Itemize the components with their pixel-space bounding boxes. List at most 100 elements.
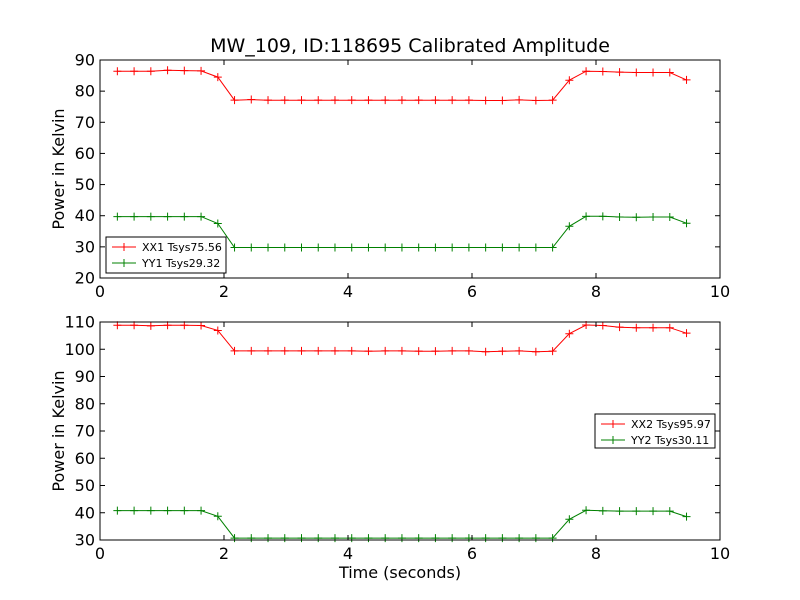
data-point-marker [314, 346, 323, 355]
data-point-marker [515, 534, 524, 543]
data-point-marker [113, 67, 122, 76]
data-point-marker [531, 347, 540, 356]
legend: XX2 Tsys95.97 YY2 Tsys30.11 [594, 413, 716, 449]
data-point-marker [381, 243, 390, 252]
data-point-marker [632, 507, 641, 516]
data-point-marker [682, 512, 691, 521]
x-axis-label: Time (seconds) [338, 563, 461, 582]
data-point-marker [582, 212, 591, 221]
data-point-marker [464, 346, 473, 355]
data-point-marker [347, 243, 356, 252]
figure-title: MW_109, ID:118695 Calibrated Amplitude [210, 35, 610, 57]
data-point-marker [197, 321, 206, 330]
data-point-marker [615, 68, 624, 77]
legend-entry-label: YY1 Tsys29.32 [141, 257, 220, 270]
data-point-marker [414, 243, 423, 252]
data-point-marker [598, 212, 607, 221]
legend-marker [609, 420, 617, 428]
x-tick-label: 4 [343, 282, 353, 301]
data-point-marker [180, 321, 189, 330]
legend-marker [120, 259, 128, 267]
data-point-marker [264, 346, 273, 355]
data-point-marker [297, 243, 306, 252]
data-point-marker [163, 506, 172, 515]
data-point-marker [498, 96, 507, 105]
plot-frame [99, 59, 721, 279]
data-point-marker [431, 243, 440, 252]
data-point-marker [330, 534, 339, 543]
data-point-marker [649, 68, 658, 77]
data-point-marker [515, 95, 524, 104]
data-point-marker [565, 515, 574, 524]
data-point-marker [280, 346, 289, 355]
data-point-marker [213, 219, 222, 228]
data-point-marker [230, 243, 239, 252]
y-tick-label: 60 [75, 144, 95, 163]
series-2-1 [113, 320, 691, 356]
data-point-marker [146, 506, 155, 515]
data-point-marker [381, 96, 390, 105]
y-tick-label: 90 [75, 51, 95, 70]
data-point-marker [414, 534, 423, 543]
x-tick-label: 8 [591, 544, 601, 563]
series-1-1 [113, 66, 691, 105]
y-tick-label: 100 [64, 340, 95, 359]
data-point-marker [213, 73, 222, 82]
data-point-marker [180, 506, 189, 515]
data-point-marker [364, 243, 373, 252]
legend-entry-label: XX1 Tsys75.56 [142, 241, 222, 254]
data-point-marker [531, 96, 540, 105]
data-point-marker [448, 346, 457, 355]
y-tick-label: 40 [75, 503, 95, 522]
y-tick-label: 30 [75, 531, 95, 550]
data-point-marker [598, 67, 607, 76]
data-point-marker [146, 321, 155, 330]
data-point-marker [565, 76, 574, 85]
data-point-marker [297, 534, 306, 543]
subplot-1: 0 2 4 6 8 10 20 30 40 50 60 70 80 90 Power in Kelvin XX… [49, 51, 730, 302]
data-point-marker [364, 534, 373, 543]
data-point-marker [247, 243, 256, 252]
data-point-marker [682, 75, 691, 84]
series-1-2 [113, 212, 691, 252]
data-point-marker [163, 321, 172, 330]
x-tick-label: 8 [591, 282, 601, 301]
data-point-marker [649, 323, 658, 332]
data-point-marker [330, 346, 339, 355]
data-point-marker [314, 534, 323, 543]
data-point-marker [481, 534, 490, 543]
data-point-marker [598, 506, 607, 515]
data-point-marker [481, 243, 490, 252]
y-tick-label: 50 [75, 476, 95, 495]
data-point-marker [163, 212, 172, 221]
data-point-marker [297, 96, 306, 105]
data-point-marker [481, 96, 490, 105]
data-point-marker [615, 507, 624, 516]
data-point-marker [146, 67, 155, 76]
legend: XX1 Tsys75.56 YY1 Tsys29.32 [105, 236, 227, 274]
legend-entry-label: YY2 Tsys30.11 [630, 434, 709, 447]
data-point-marker [130, 67, 139, 76]
data-point-marker [364, 347, 373, 356]
data-point-marker [397, 346, 406, 355]
data-point-marker [464, 96, 473, 105]
data-point-marker [531, 534, 540, 543]
data-point-marker [548, 534, 557, 543]
data-point-marker [197, 506, 206, 515]
y-tick-label: 80 [75, 82, 95, 101]
data-point-marker [632, 213, 641, 222]
data-point-marker [665, 212, 674, 221]
data-point-marker [431, 534, 440, 543]
legend-marker [120, 243, 128, 251]
data-point-marker [548, 347, 557, 356]
data-point-marker [280, 534, 289, 543]
legend-entry-label: XX2 Tsys95.97 [631, 418, 711, 431]
data-point-marker [247, 534, 256, 543]
data-point-marker [130, 506, 139, 515]
data-point-marker [130, 212, 139, 221]
data-point-marker [498, 347, 507, 356]
x-tick-label: 6 [467, 544, 477, 563]
data-point-marker [615, 212, 624, 221]
data-point-marker [448, 243, 457, 252]
data-point-marker [314, 243, 323, 252]
